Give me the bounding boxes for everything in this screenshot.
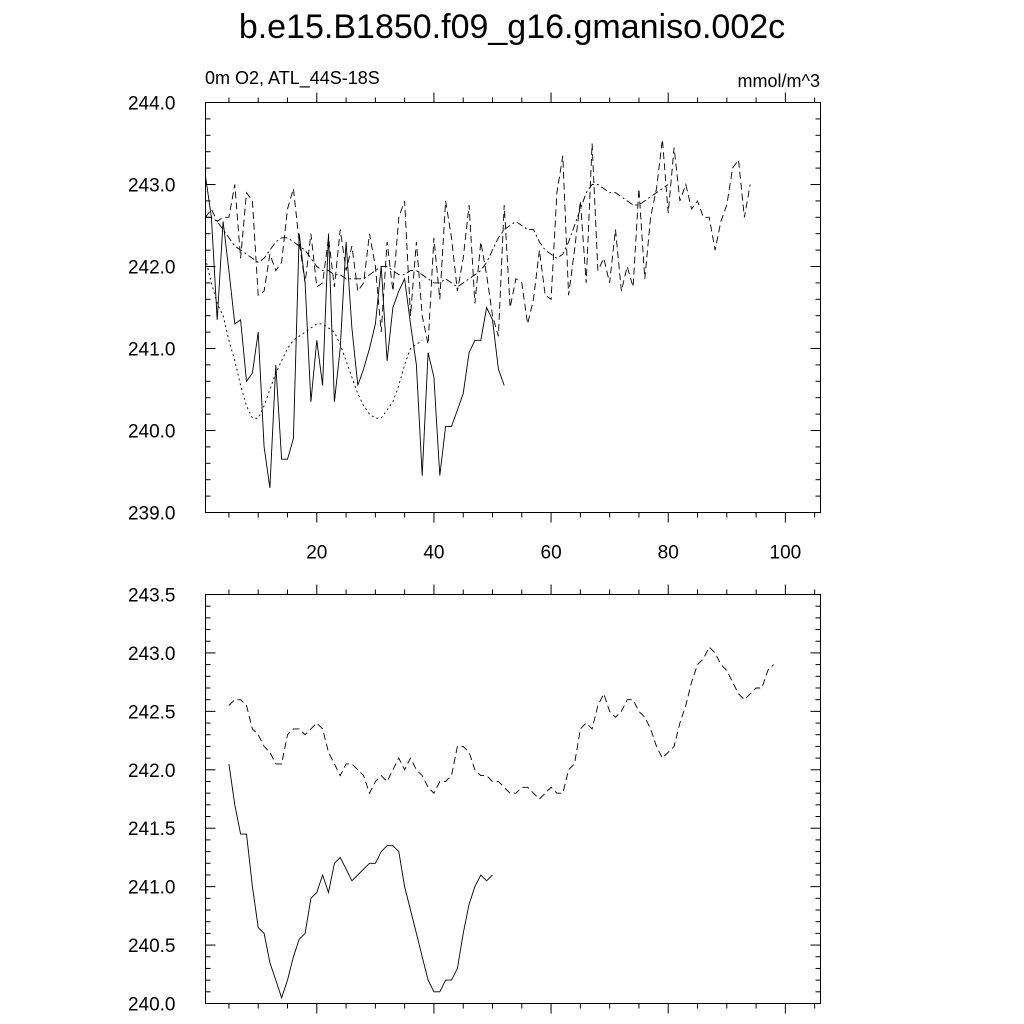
y-tick-label: 243.0 (128, 644, 176, 665)
series-dotted-line (205, 258, 423, 419)
bottom-panel-series (228, 646, 774, 1000)
top-plot-frame (205, 102, 821, 513)
y-tick-label: 241.0 (128, 878, 176, 899)
y-tick-label: 243.0 (128, 176, 176, 197)
y-tick-label: 242.0 (128, 258, 176, 279)
series-dashed-line (228, 646, 774, 800)
series-solid-line (228, 763, 493, 1000)
y-tick-label: 242.5 (128, 702, 176, 723)
top-panel-ticks (205, 92, 821, 523)
top-panel-series (205, 139, 751, 488)
figure-title: b.e15.B1850.f09_g16.gmaniso.002c (239, 8, 785, 46)
x-tick-label: 80 (658, 543, 679, 564)
x-tick-label: 60 (541, 543, 562, 564)
y-tick-label: 240.0 (128, 995, 176, 1016)
y-tick-label: 240.5 (128, 936, 176, 957)
y-tick-label: 239.0 (128, 504, 176, 525)
y-tick-label: 243.5 (128, 586, 176, 607)
bottom-panel-y-tick-labels: 240.0 240.5 241.0 241.5 242.0 242.5 243.0 243.5 (128, 586, 176, 1016)
bottom-panel-ticks (205, 584, 821, 1014)
x-tick-label: 40 (423, 543, 444, 564)
x-tick-label: 100 (770, 543, 802, 564)
bottom-plot-frame (205, 594, 821, 1004)
top-panel-units-label: mmol/m^3 (738, 71, 820, 91)
y-tick-label: 244.0 (128, 94, 176, 115)
series-solid-line (205, 176, 505, 488)
y-tick-label: 241.0 (128, 340, 176, 361)
y-tick-label: 242.0 (128, 761, 176, 782)
top-panel-x-tick-labels: 20 40 60 80 100 (306, 543, 801, 564)
top-panel-y-tick-labels: 239.0 240.0 241.0 242.0 243.0 244.0 (128, 94, 176, 525)
top-panel-left-label: 0m O2, ATL_44S-18S (205, 68, 380, 89)
series-dashed-line (205, 139, 751, 345)
bottom-panel: 240.0 240.5 241.0 241.5 242.0 242.5 243.0 243.5 (128, 584, 821, 1016)
x-tick-label: 20 (306, 543, 327, 564)
top-panel: 0m O2, ATL_44S-18S mmol/m^3 20 40 60 80 100 … (128, 68, 821, 564)
y-tick-label: 241.5 (128, 819, 176, 840)
series-dash-dot-line (205, 184, 669, 288)
y-tick-label: 240.0 (128, 422, 176, 443)
